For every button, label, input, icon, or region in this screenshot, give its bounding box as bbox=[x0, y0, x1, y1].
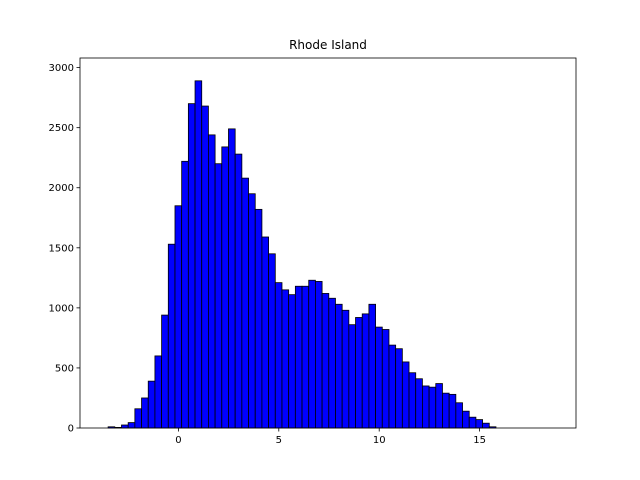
histogram-bar bbox=[121, 424, 129, 429]
y-tick-label: 3000 bbox=[49, 63, 74, 74]
y-tick-label: 0 bbox=[68, 424, 74, 435]
histogram-bar bbox=[348, 324, 356, 429]
histogram-bar bbox=[408, 372, 417, 429]
histogram-bar bbox=[415, 378, 423, 429]
histogram-bar bbox=[208, 134, 216, 429]
histogram-bar bbox=[261, 236, 270, 429]
histogram-bar bbox=[328, 297, 336, 429]
histogram-bar bbox=[315, 281, 323, 429]
histogram-bar bbox=[274, 282, 283, 429]
histogram-bar bbox=[462, 410, 470, 429]
histogram-bar bbox=[341, 309, 350, 429]
histogram-bar bbox=[381, 329, 390, 429]
histogram-bar bbox=[241, 177, 249, 429]
histogram-bar bbox=[201, 105, 209, 429]
histogram-bar bbox=[308, 279, 316, 429]
histogram-bar bbox=[428, 386, 437, 429]
chart-title: Rhode Island bbox=[289, 38, 367, 52]
plot-frame bbox=[79, 57, 577, 429]
histogram-bar bbox=[435, 383, 443, 429]
histogram-bar bbox=[368, 303, 376, 429]
x-tick-label: 5 bbox=[276, 435, 282, 446]
x-tick-label: 10 bbox=[373, 435, 386, 446]
histogram-bar bbox=[475, 419, 483, 429]
histogram-bar bbox=[361, 313, 370, 429]
histogram-bar bbox=[228, 128, 236, 429]
histogram-bar bbox=[281, 289, 290, 429]
histogram-bar bbox=[468, 416, 477, 429]
y-tick-label: 2000 bbox=[49, 183, 74, 194]
histogram-bar bbox=[147, 380, 156, 429]
histogram-bar bbox=[294, 285, 303, 429]
histogram-bar bbox=[234, 153, 243, 429]
y-tick-label: 500 bbox=[55, 363, 74, 374]
histogram-bar bbox=[395, 348, 403, 429]
x-tick-label: 15 bbox=[473, 435, 486, 446]
histogram-bar bbox=[167, 243, 176, 429]
histogram-bar bbox=[421, 385, 430, 429]
histogram-bar bbox=[448, 393, 457, 429]
histogram-bar bbox=[482, 422, 490, 429]
histogram-bar bbox=[388, 344, 397, 429]
histogram-bar bbox=[134, 408, 142, 429]
histogram-bar bbox=[127, 422, 136, 429]
histogram-bar bbox=[455, 402, 463, 429]
y-tick-label: 2500 bbox=[49, 123, 74, 134]
histogram-bar bbox=[221, 146, 229, 429]
histogram-bar bbox=[321, 293, 330, 429]
histogram-bar bbox=[161, 314, 169, 429]
histogram-bar bbox=[335, 303, 343, 429]
histogram-bar bbox=[375, 326, 383, 429]
histogram-bar bbox=[174, 205, 183, 429]
histogram-bar bbox=[268, 253, 276, 429]
histogram-bar bbox=[288, 294, 296, 429]
histogram-bar bbox=[355, 317, 363, 429]
histogram-bar bbox=[141, 397, 149, 429]
y-tick-label: 1000 bbox=[49, 303, 74, 314]
histogram-bar bbox=[248, 193, 256, 429]
x-axis: 0 5 10 15 bbox=[175, 428, 486, 446]
histogram-bar bbox=[442, 392, 450, 429]
histogram-bar bbox=[401, 361, 410, 429]
x-tick-label: 0 bbox=[175, 435, 181, 446]
histogram-bar bbox=[181, 160, 189, 429]
y-axis: 0 500 1000 1500 2000 2500 3000 bbox=[49, 63, 80, 435]
histogram-bar bbox=[254, 208, 263, 429]
histogram-bar bbox=[214, 163, 223, 429]
y-tick-label: 1500 bbox=[49, 243, 74, 254]
histogram-bar bbox=[187, 103, 196, 429]
histogram-bar bbox=[154, 355, 163, 429]
histogram-bar bbox=[301, 285, 310, 429]
histogram-bar bbox=[194, 80, 203, 429]
